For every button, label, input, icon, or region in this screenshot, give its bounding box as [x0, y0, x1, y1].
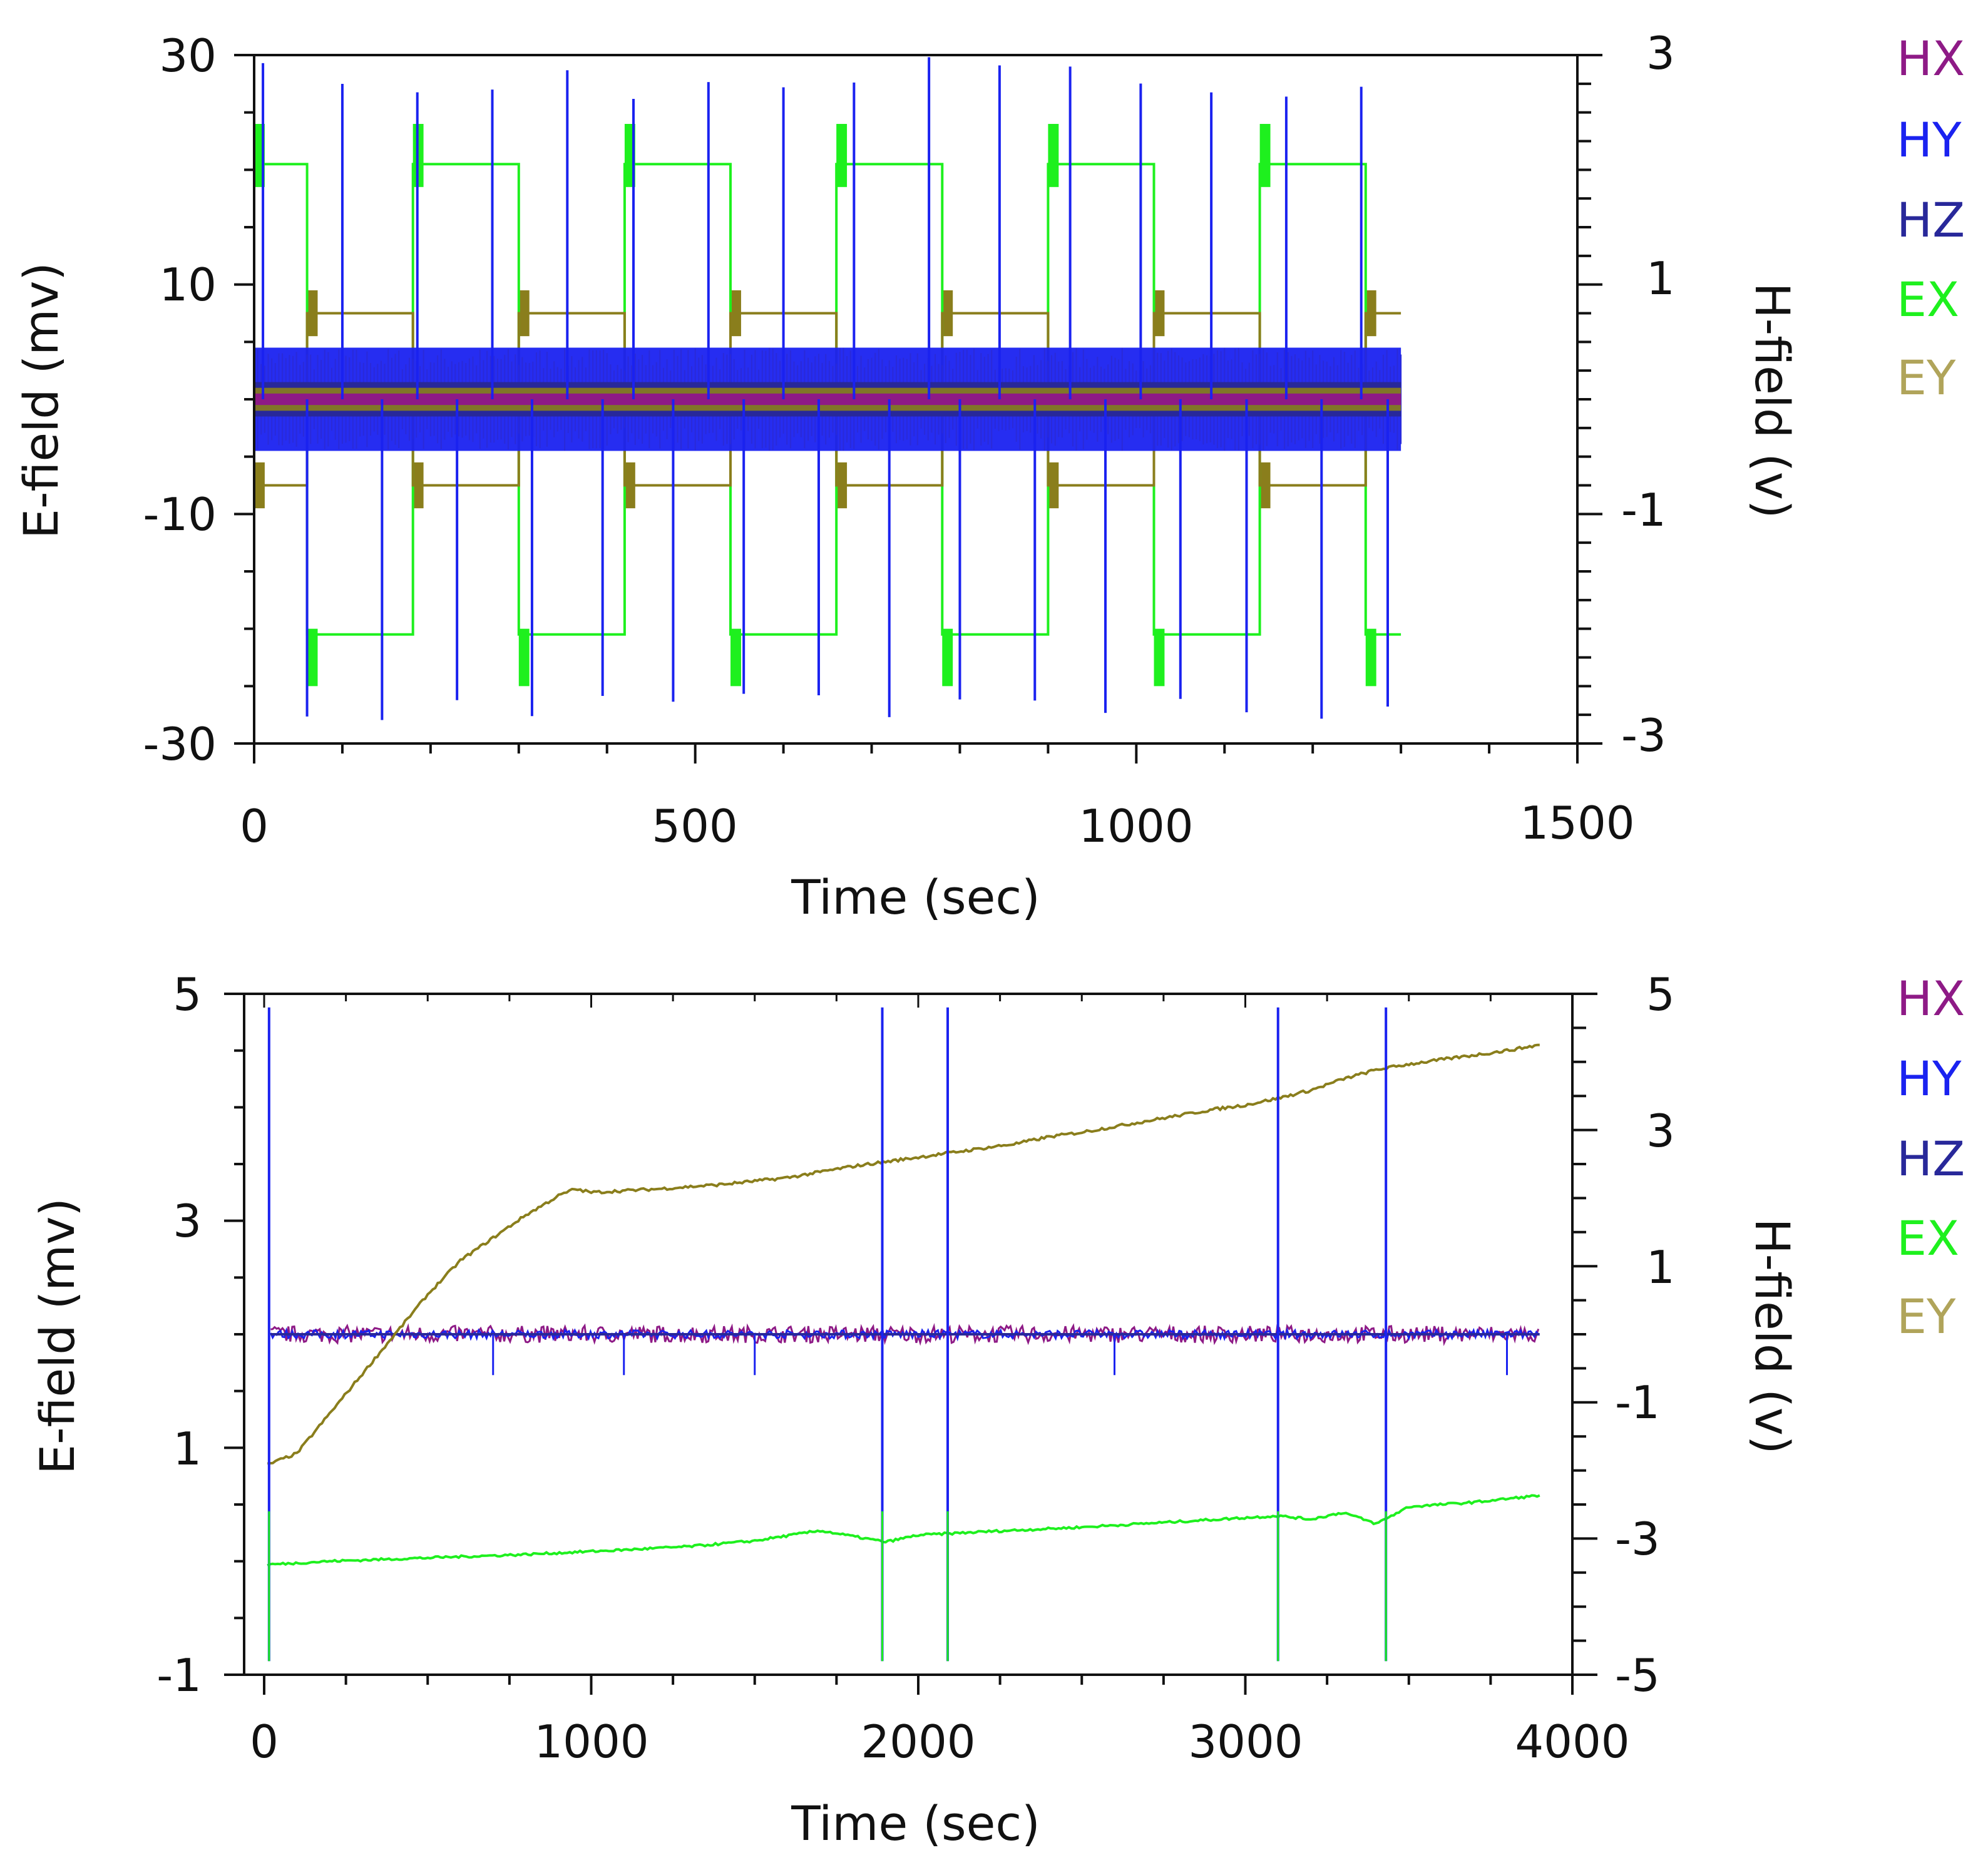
- bottom-x-tick-label: 0: [250, 1715, 279, 1768]
- bottom-right-y-tick-label: 5: [1646, 968, 1675, 1021]
- bottom-ex-line: [267, 1494, 1540, 1567]
- bottom-right-y-axis-title: H-field (v): [1745, 1218, 1800, 1454]
- bottom-legend-hx: HX: [1897, 971, 1965, 1026]
- bottom-right-y-tick-label: -5: [1615, 1649, 1660, 1702]
- top-ex-plateau-block: [1154, 628, 1165, 687]
- top-chart: 0 500 1000 1500 -30 -10 10 30 -3 -1 1 3 …: [13, 27, 1965, 925]
- bottom-legend-ey: EY: [1897, 1289, 1956, 1344]
- bottom-legend-ex: EX: [1897, 1210, 1959, 1266]
- top-ticks-group: [234, 54, 1602, 764]
- bottom-chart: 0 1000 2000 3000 4000 -1 1 3 5 -5 -3 -1 …: [29, 968, 1965, 1851]
- top-legend-hx: HX: [1897, 31, 1965, 86]
- top-right-y-tick-label: -1: [1621, 484, 1666, 536]
- top-series-group: [254, 57, 1402, 720]
- bottom-left-y-tick-label: 5: [173, 968, 202, 1021]
- top-legend-ey: EY: [1897, 350, 1956, 406]
- bottom-x-tick-label: 2000: [861, 1715, 975, 1768]
- top-hx-band: [254, 393, 1401, 406]
- bottom-left-y-tick-label: 1: [173, 1423, 202, 1475]
- top-legend-ex: EX: [1897, 272, 1959, 327]
- top-legend-hy: HY: [1897, 112, 1962, 168]
- bottom-x-tick-label: 1000: [534, 1715, 648, 1768]
- top-right-y-axis-title: H-field (v): [1745, 283, 1800, 519]
- top-ex-plateau-block: [836, 124, 848, 187]
- bottom-legend-hy: HY: [1897, 1051, 1962, 1106]
- top-ex-plateau-block: [1365, 628, 1376, 687]
- top-x-tick-label: 0: [240, 800, 269, 852]
- top-left-y-tick-label: 10: [159, 258, 217, 311]
- top-ex-plateau-block: [1048, 124, 1059, 187]
- top-ex-plateau-block: [942, 628, 953, 687]
- bottom-right-y-tick-label: 1: [1646, 1241, 1675, 1294]
- top-x-axis-title: Time (sec): [791, 869, 1040, 925]
- bottom-right-y-tick-label: -3: [1615, 1513, 1660, 1565]
- bottom-left-y-tick-label: 3: [173, 1195, 202, 1247]
- bottom-hx-line: [270, 1323, 1540, 1346]
- top-right-y-tick-label: 3: [1646, 27, 1675, 79]
- top-right-y-tick-label: -3: [1621, 709, 1666, 762]
- top-legend-hz: HZ: [1897, 192, 1965, 248]
- top-ex-plateau-block: [730, 628, 741, 687]
- bottom-ey-line: [267, 1043, 1540, 1465]
- bottom-series-group: [267, 1007, 1540, 1662]
- top-left-y-tick-label: -30: [143, 718, 217, 770]
- top-x-tick-label: 1500: [1520, 797, 1634, 849]
- top-left-y-tick-label: -10: [143, 488, 217, 541]
- top-ex-plateau-block: [307, 628, 318, 687]
- top-ex-plateau-block: [518, 628, 530, 687]
- bottom-x-tick-label: 3000: [1188, 1715, 1303, 1768]
- bottom-legend-hz: HZ: [1897, 1131, 1965, 1187]
- bottom-ticks-group: [224, 993, 1597, 1695]
- top-x-tick-label: 500: [652, 800, 737, 852]
- bottom-left-y-axis-title: E-field (mv): [29, 1198, 85, 1474]
- top-left-y-tick-label: 30: [159, 29, 217, 82]
- bottom-right-y-tick-label: 3: [1646, 1105, 1675, 1157]
- bottom-right-y-tick-label: -1: [1615, 1376, 1660, 1429]
- bottom-x-tick-label: 4000: [1515, 1715, 1629, 1768]
- top-x-tick-label: 1000: [1079, 800, 1193, 852]
- bottom-x-axis-title: Time (sec): [791, 1796, 1040, 1851]
- bottom-left-y-tick-label: -1: [156, 1649, 202, 1702]
- top-left-y-axis-title: E-field (mv): [13, 262, 69, 539]
- top-right-y-tick-label: 1: [1646, 252, 1675, 305]
- top-ex-plateau-block: [1259, 124, 1271, 187]
